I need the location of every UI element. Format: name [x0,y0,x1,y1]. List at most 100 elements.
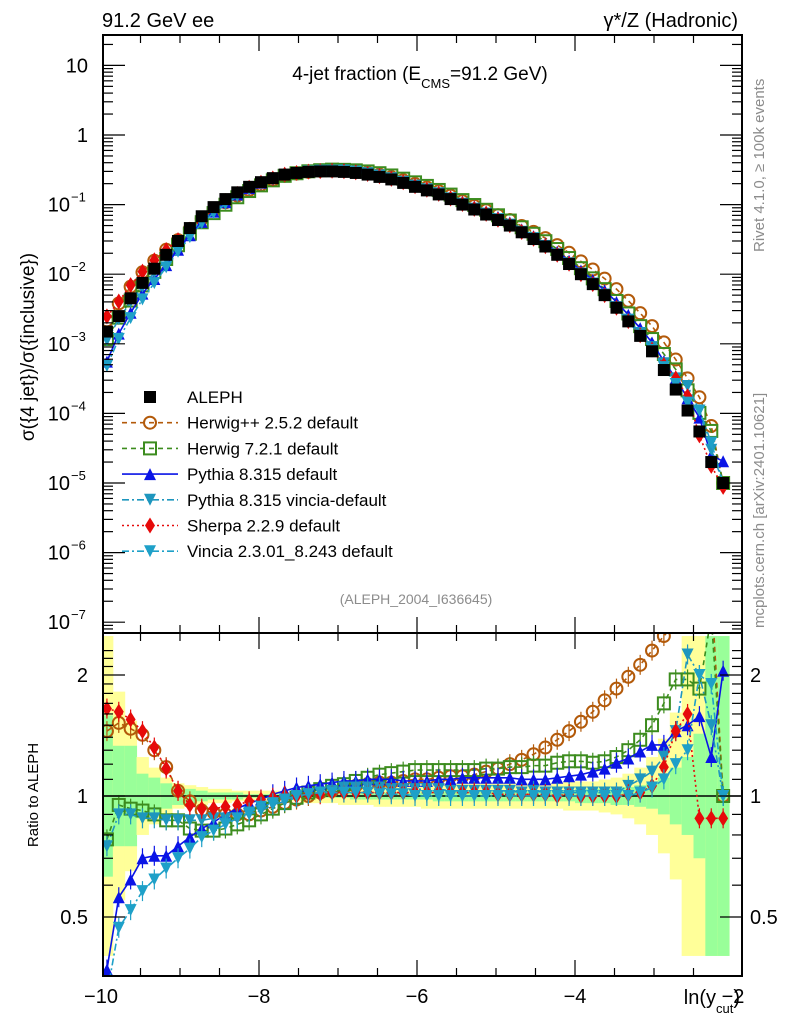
ratio-point [539,790,552,802]
ratio-point [314,786,327,799]
ratio-point [136,885,149,898]
data-point [527,233,540,246]
axes: −10 −8 −6 −4 −210110−110−210−310−410−510−610… [48,34,778,1008]
ratio-point [693,592,705,604]
ratio-point [231,812,244,825]
legend-label: Sherpa 2.2.9 default [187,517,340,536]
ratio-series [103,582,731,976]
ratio-point [409,790,422,802]
data-point [124,312,137,325]
legend-item-pythia-8-315-vincia-default: Pythia 8.315 vincia-default [122,491,387,510]
ratio-point [681,719,694,732]
data-point [491,214,504,227]
data-point [681,396,694,409]
ratio-point [172,840,185,853]
data-point [468,203,481,216]
ratio-point [682,604,694,616]
data-point [160,261,173,274]
y-tick-label: 10 [48,264,70,286]
ratio-point [562,724,577,739]
data-point [373,170,386,183]
ratio-point [633,657,648,672]
ratio-point [706,810,717,827]
x-tick-label: −6 [406,986,429,1008]
data-point [574,268,587,281]
ratio-point [397,788,410,801]
data-point [693,425,706,438]
y-tick-label: 10 [66,55,88,77]
ratio-point [244,793,255,810]
data-point [125,277,136,294]
data-point [693,404,706,417]
ratio-point [220,798,231,815]
data-point [172,245,185,258]
ratio-point [183,842,196,855]
y-tick-exponent: −7 [71,607,86,622]
legend-marker [144,545,156,558]
ratio-point [456,790,469,802]
ratio-tick-label-right: 1 [750,786,761,808]
y-tick-label: 10 [48,612,70,634]
data-point [113,293,124,310]
ratio-point [112,808,125,821]
data-point [103,308,112,325]
ratio-point [112,891,125,904]
data-point [681,380,694,393]
ratio-point [219,818,232,831]
data-point [136,293,149,306]
data-point [243,180,256,193]
legend-item-herwig-2-5-2-default: Herwig++ 2.5.2 default [122,414,358,433]
ratio-tick-label-right: 2 [750,665,761,687]
ratio-point [254,800,267,813]
legend-label: Herwig++ 2.5.2 default [187,414,358,433]
ratio-tick-label: 1 [77,786,88,808]
data-point [539,240,552,253]
x-tick-label: −8 [248,986,271,1008]
ratio-point [563,770,576,783]
ratio-point [232,796,243,813]
ratio-point [705,582,717,594]
ratio-point [693,710,706,723]
ratio-point [645,718,660,733]
data-point [621,293,636,308]
data-point [598,289,611,302]
data-point [409,180,422,193]
legend-item-herwig-7-2-1-default: Herwig 7.2.1 default [122,439,338,458]
ratio-point [657,751,670,764]
mcplots-label: mcplots.cern.ch [arXiv:2401.10621] [751,393,768,628]
data-point [622,315,635,328]
ratio-point [670,617,682,629]
ratio-point [112,921,125,934]
ratio-point [326,786,339,799]
data-point [266,172,279,185]
ratio-point [705,610,717,622]
ratio-point [125,711,136,728]
ratio-point [515,773,528,786]
legend-item-vincia-2-3-01-8-243-default: Vincia 2.3.01_8.243 default [122,542,393,561]
data-point [669,383,682,396]
ratio-point [385,788,398,801]
ratio-point [503,790,516,802]
data-point [657,364,670,377]
ratio-point [124,873,137,886]
ratio-point [148,873,161,886]
ratio-point [681,648,694,661]
chart-title: 4-jet fraction (ECMS=91.2 GeV) [292,64,547,91]
y-tick-exponent: −6 [71,538,86,553]
data-point [337,165,350,178]
ratio-point [208,800,219,817]
ratio-point [717,664,730,677]
ratio-point [574,790,587,802]
ratio-point [278,793,291,806]
data-point [160,248,173,261]
ratio-point [103,700,112,717]
ratio-point [634,745,647,758]
ratio-point [669,758,682,771]
legend-label: Herwig 7.2.1 default [187,439,338,458]
data-point [456,198,469,211]
analysis-id: (ALEPH_2004_I636645) [340,591,493,607]
data-point [717,455,730,468]
data-point [705,436,718,449]
ratio-point [657,773,670,786]
